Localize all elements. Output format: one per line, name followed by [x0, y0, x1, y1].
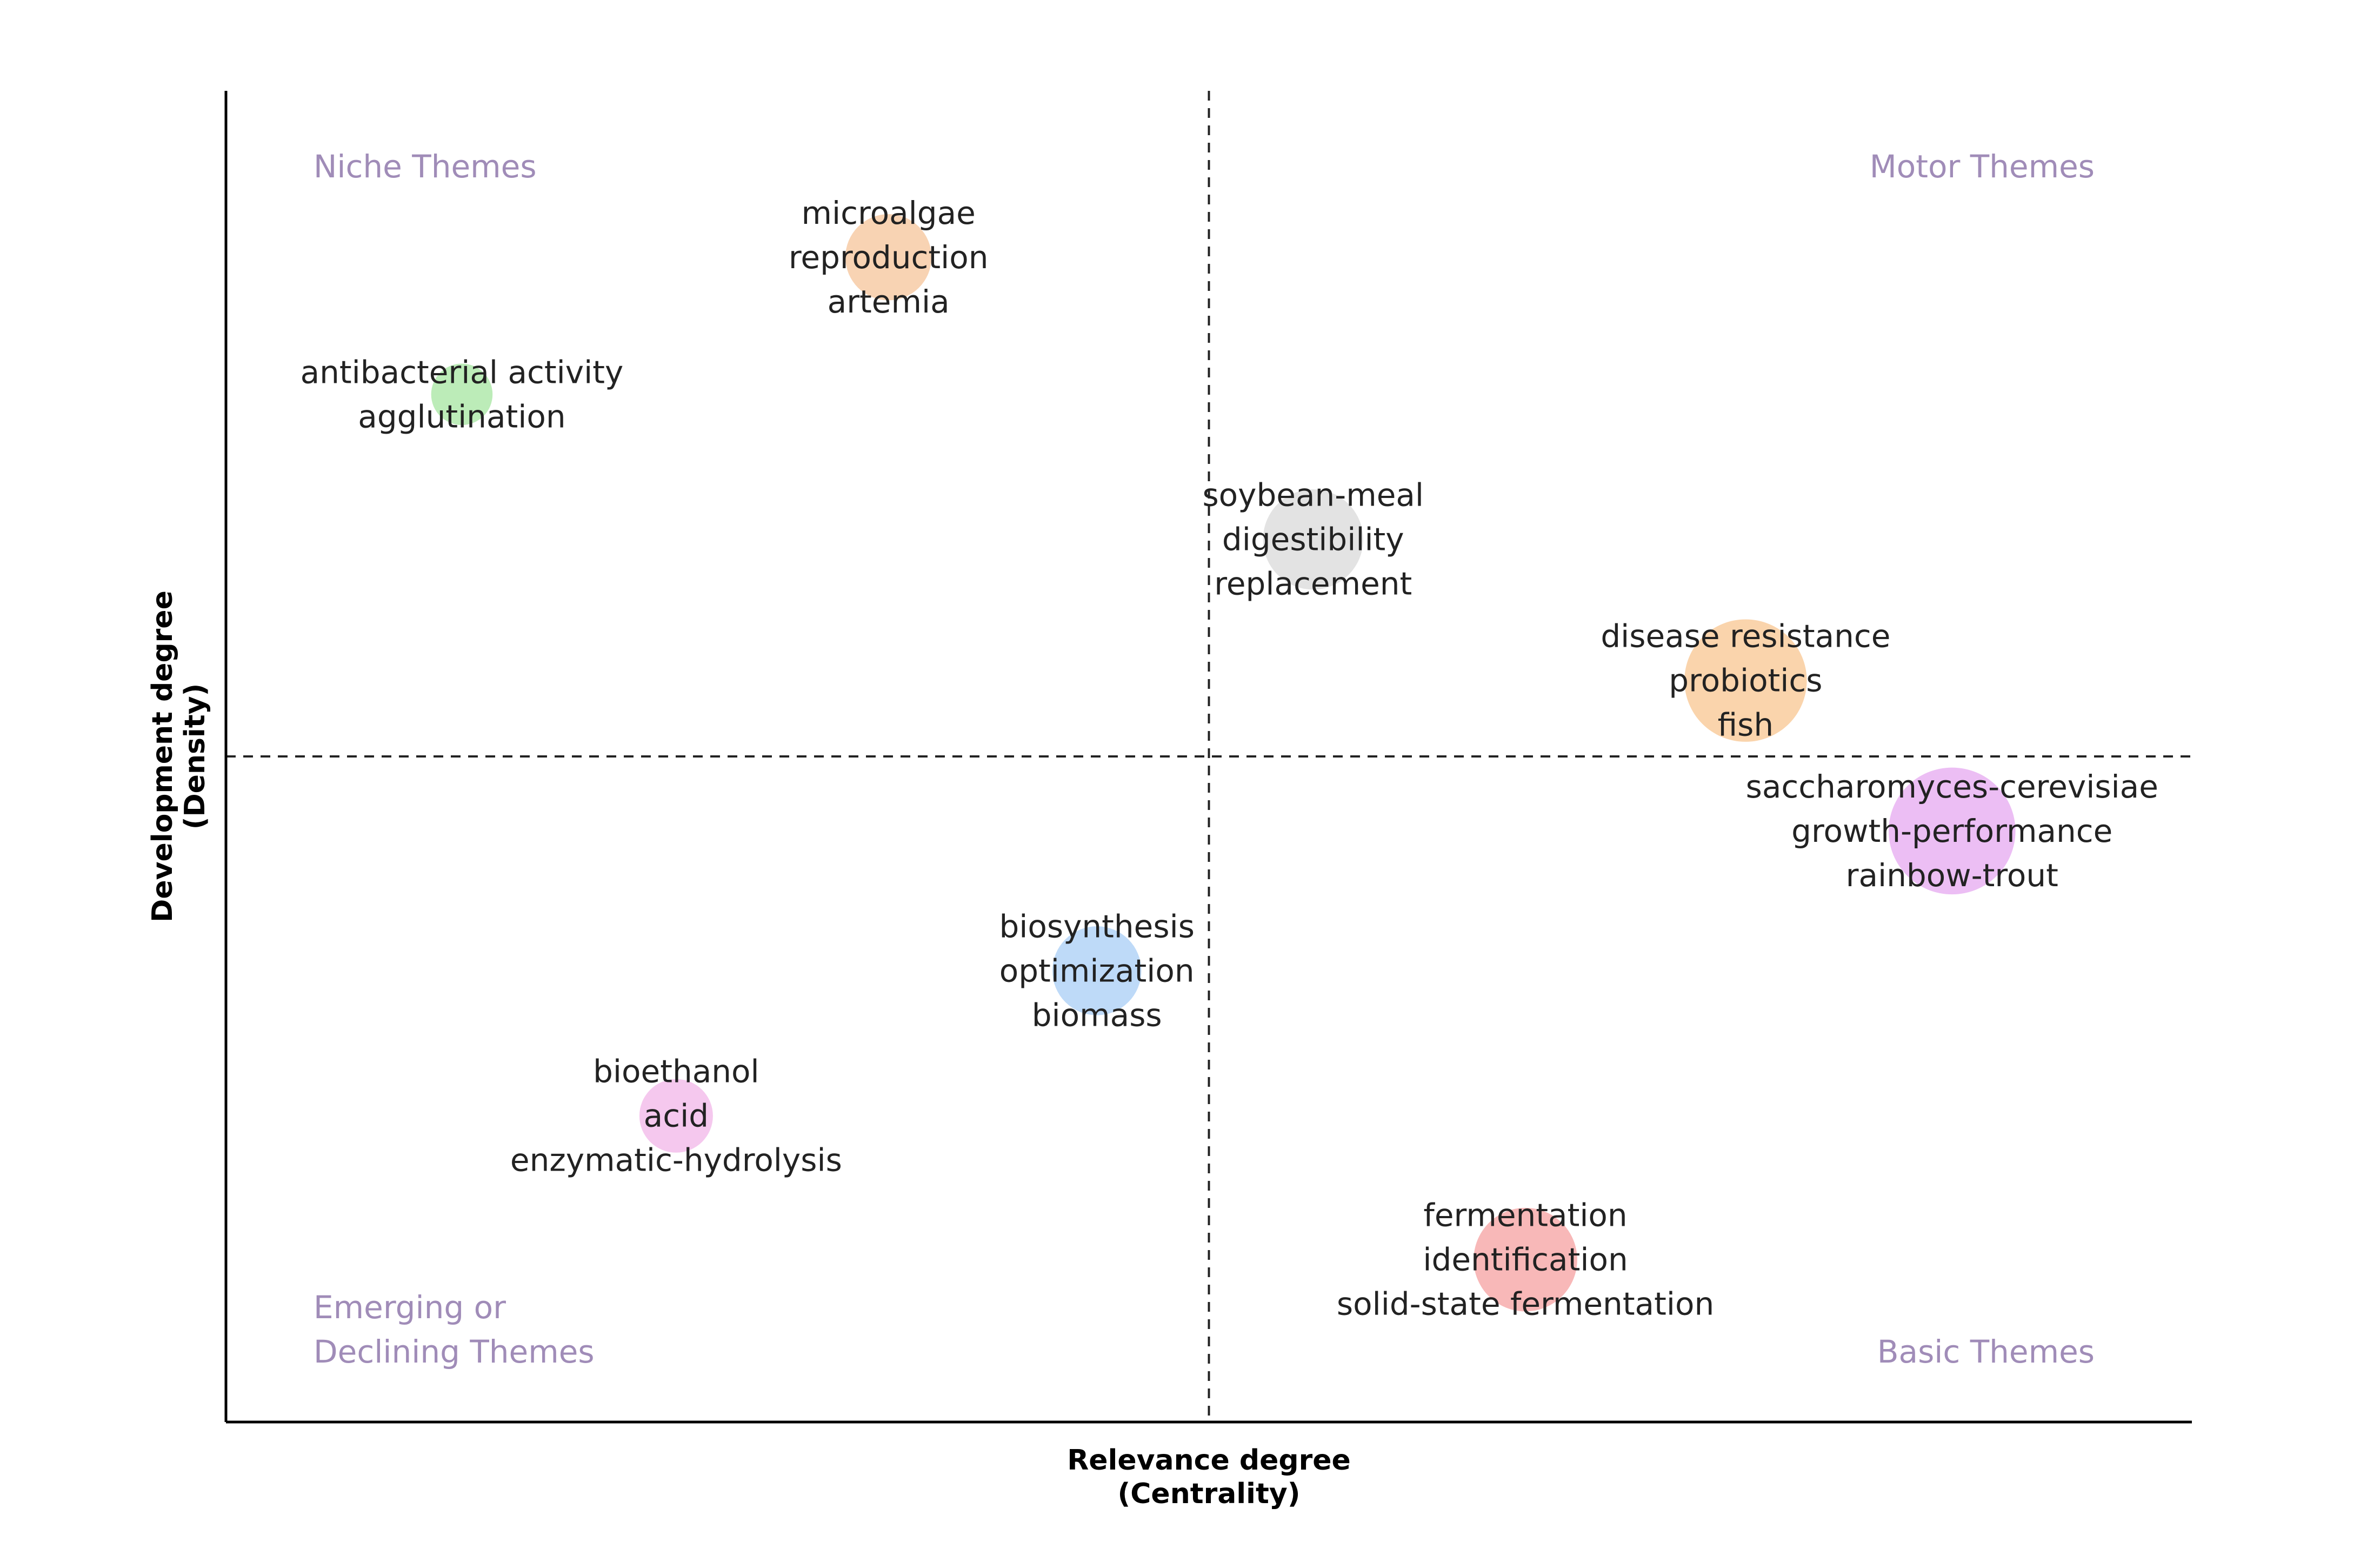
bubble-layer: [431, 214, 2016, 1312]
cluster-label-identification: identification: [1423, 1241, 1628, 1278]
cluster-label-enzymatic-hydrolysis: enzymatic-hydrolysis: [510, 1142, 842, 1179]
cluster-label-probiotics: probiotics: [1669, 662, 1822, 699]
cluster-label-solid-state-fermentation: solid-state fermentation: [1337, 1286, 1714, 1323]
cluster-label-layer: microalgae reproduction artemia antibacteri…: [301, 195, 2158, 1323]
quadrant-label-bottom-left-line-0: Emerging or: [314, 1289, 506, 1326]
cluster-label-fermentation: fermentation: [1423, 1197, 1627, 1234]
quadrant-label-layer: Niche Themes Motor Themes Emerging or Decli…: [314, 148, 2095, 1370]
cluster-label-biosynthesis: biosynthesis: [999, 908, 1194, 945]
cluster-bubble-disease-resistance[interactable]: [1684, 619, 1807, 742]
cluster-label-fish: fish: [1718, 707, 1774, 743]
quadrant-label-bottom-left-line-1: Declining Themes: [314, 1333, 595, 1370]
cluster-label-optimization: optimization: [999, 952, 1195, 989]
cluster-bubble-microalgae[interactable]: [845, 214, 932, 301]
cluster-label-growth-performance: growth-performance: [1791, 813, 2112, 849]
quadrant-label-top-right: Motor Themes: [1870, 148, 2095, 185]
cluster-bubble-soybean-meal[interactable]: [1263, 489, 1363, 590]
cluster-bubble-fermentation[interactable]: [1474, 1207, 1577, 1312]
cluster-label-reproduction: reproduction: [789, 239, 989, 276]
cluster-label-artemia: artemia: [828, 283, 950, 320]
cluster-label-microalgae: microalgae: [802, 195, 976, 231]
cluster-label-rainbow-trout: rainbow-trout: [1846, 857, 2058, 894]
x-axis-title: Relevance degree: [1067, 1444, 1351, 1477]
cluster-label-agglutination: agglutination: [358, 398, 565, 435]
cluster-label-digestibility: digestibility: [1222, 521, 1404, 558]
cluster-label-disease-resistance: disease resistance: [1601, 618, 1890, 655]
y-axis-subtitle: (Density): [179, 683, 211, 830]
y-axis-title: Development degree: [146, 590, 179, 922]
cluster-label-bioethanol: bioethanol: [593, 1053, 759, 1090]
cluster-bubble-antibacterial-activity[interactable]: [431, 363, 493, 426]
cluster-label-replacement: replacement: [1214, 566, 1412, 602]
cluster-bubble-biosynthesis[interactable]: [1052, 926, 1142, 1015]
cluster-bubble-saccharomyces-cerevisiae[interactable]: [1889, 767, 2016, 895]
cluster-label-biomass: biomass: [1032, 996, 1162, 1033]
cluster-bubble-bioethanol[interactable]: [639, 1079, 713, 1153]
cluster-label-soybean-meal: soybean-meal: [1202, 477, 1424, 514]
cluster-label-antibacterial-activity: antibacterial activity: [301, 354, 624, 390]
quadrant-label-top-left: Niche Themes: [314, 148, 537, 185]
x-axis-subtitle: (Centrality): [1118, 1478, 1301, 1510]
quadrant-label-bottom-right: Basic Themes: [1877, 1333, 2095, 1370]
cluster-label-acid: acid: [644, 1098, 709, 1134]
cluster-label-saccharomyces-cerevisiae: saccharomyces-cerevisiae: [1746, 768, 2158, 805]
